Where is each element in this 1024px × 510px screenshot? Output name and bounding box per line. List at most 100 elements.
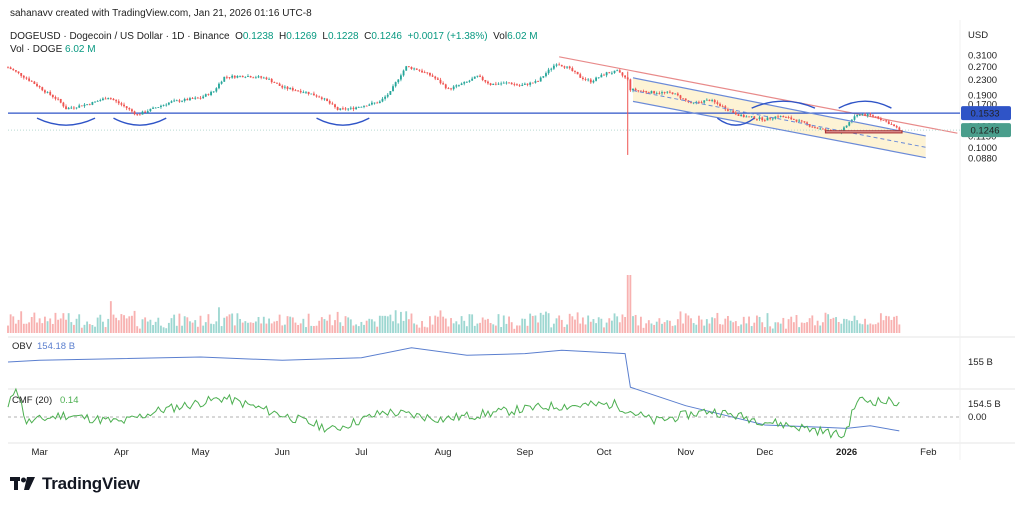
candle xyxy=(381,98,384,102)
price-tick-label: 0.3100 xyxy=(968,51,997,62)
volume-bar xyxy=(244,321,247,333)
candle xyxy=(273,82,276,83)
volume-bar xyxy=(196,326,199,333)
candle xyxy=(196,97,199,99)
volume-bar xyxy=(632,316,634,333)
candle xyxy=(431,75,434,77)
volume-bar xyxy=(653,324,656,333)
volume-bar xyxy=(57,319,60,333)
candle xyxy=(785,117,787,118)
time-tick-label: Jul xyxy=(355,447,367,458)
candle xyxy=(866,114,869,116)
candle xyxy=(218,83,220,89)
volume-bar xyxy=(257,316,260,333)
candle xyxy=(705,99,708,101)
volume-bar xyxy=(46,321,49,333)
volume-bar xyxy=(104,327,107,333)
volume-bar xyxy=(167,322,170,333)
volume-bar xyxy=(500,327,503,333)
volume-bar xyxy=(724,318,727,333)
volume-bar xyxy=(294,322,297,333)
channel-upper-line xyxy=(632,77,926,137)
volume-bar xyxy=(774,322,777,333)
candle xyxy=(270,78,273,83)
support-bounce-arc xyxy=(113,117,167,126)
candle xyxy=(14,70,17,72)
candle xyxy=(895,126,898,128)
volume-bar xyxy=(25,323,28,333)
candle xyxy=(666,91,669,93)
volume-bar xyxy=(373,321,376,333)
candle xyxy=(518,85,521,87)
volume-bar xyxy=(233,325,236,333)
volume-bar xyxy=(429,316,431,333)
volume-bar xyxy=(458,324,460,333)
volume-bar xyxy=(463,320,466,333)
candle xyxy=(879,118,882,120)
candle xyxy=(191,98,194,99)
tradingview-logo[interactable]: TradingView xyxy=(10,474,140,494)
volume-bar xyxy=(639,316,642,333)
candle xyxy=(62,102,65,107)
candle xyxy=(262,77,265,79)
volume-bar xyxy=(621,314,624,333)
volume-bar xyxy=(225,316,228,333)
candle xyxy=(695,101,698,103)
candle xyxy=(597,77,600,79)
volume-bar xyxy=(376,326,379,333)
demand-zone-box xyxy=(824,130,903,134)
candle xyxy=(33,81,36,84)
time-tick-label: Sep xyxy=(516,447,533,458)
volume-bar xyxy=(811,315,814,333)
candle xyxy=(312,93,315,96)
candle xyxy=(624,75,627,78)
volume-bar xyxy=(260,323,263,333)
cmf-legend-label: CMF (20) xyxy=(12,395,52,406)
candle xyxy=(123,104,125,107)
candle xyxy=(268,78,270,80)
candle xyxy=(91,102,94,105)
volume-bar xyxy=(157,317,160,333)
candle xyxy=(555,64,558,66)
volume-bar xyxy=(576,312,579,333)
price-tick-label: 0.2300 xyxy=(968,75,997,86)
candle xyxy=(162,104,165,106)
volume-bar xyxy=(331,325,334,333)
candle xyxy=(811,126,814,128)
volume-bar xyxy=(584,324,587,333)
price-tick-label: 0.1700 xyxy=(968,100,997,111)
time-tick-label: Oct xyxy=(597,447,612,458)
candle xyxy=(816,127,819,129)
volume-bar xyxy=(523,318,526,333)
volume-bar xyxy=(431,324,434,333)
candle xyxy=(120,103,123,105)
candle xyxy=(54,97,57,99)
volume-bar xyxy=(597,317,600,333)
candle xyxy=(41,87,44,91)
volume-bar xyxy=(808,318,811,333)
volume-bar xyxy=(748,316,750,333)
volume-bar xyxy=(426,327,429,333)
volume-bar xyxy=(766,313,769,333)
candle xyxy=(692,102,695,104)
volume-bar xyxy=(144,317,147,333)
candle xyxy=(558,64,561,66)
volume-bar xyxy=(497,314,500,333)
candle xyxy=(460,83,463,85)
volume-bar xyxy=(695,324,698,333)
volume-bar xyxy=(837,322,840,333)
volume-bar xyxy=(898,324,901,333)
candle xyxy=(452,86,455,90)
candle xyxy=(632,88,634,91)
volume-bar xyxy=(12,316,15,333)
volume-bar xyxy=(410,313,413,333)
volume-bar xyxy=(236,313,239,333)
volume-bar xyxy=(471,314,474,333)
candles xyxy=(7,62,901,135)
vol-value: 6.02 M xyxy=(507,31,538,42)
candle xyxy=(843,127,845,131)
volume-bar xyxy=(212,324,215,333)
volume-bar xyxy=(740,324,743,333)
volume-bar xyxy=(795,315,798,333)
